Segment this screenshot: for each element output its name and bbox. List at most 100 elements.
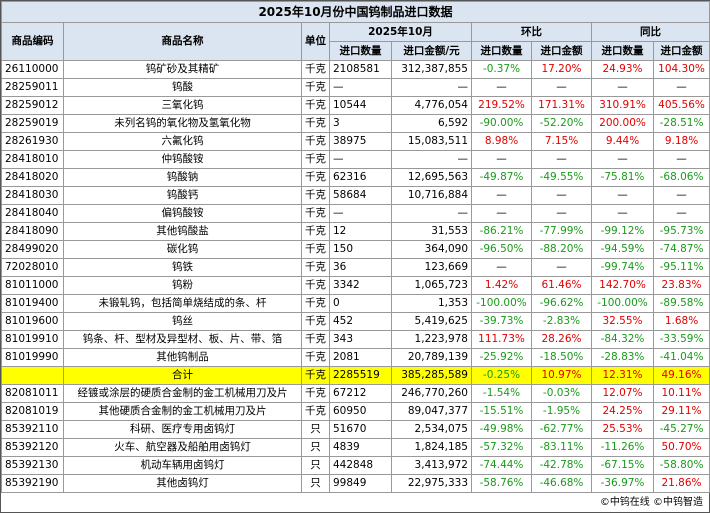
table-cell: 32.55% (591, 312, 654, 331)
table-cell: 200.00% (591, 114, 654, 133)
table-cell: — (391, 150, 472, 169)
table-cell: — (531, 186, 592, 205)
table-cell: -39.73% (471, 312, 532, 331)
table-cell: 10544 (329, 96, 392, 115)
table-cell: 28.26% (531, 330, 592, 349)
table-cell: — (652, 150, 710, 169)
table-cell: 28259011 (1, 78, 64, 97)
table-cell: -28.51% (652, 114, 710, 133)
table-cell: 只 (301, 456, 330, 475)
title-row: 2025年10月份中国钨制品进口数据 (0, 1, 710, 23)
table-cell: -45.27% (652, 420, 710, 439)
table-cell: -99.12% (591, 222, 654, 241)
table-cell: 火车、航空器及船舶用卤钨灯 (63, 438, 302, 457)
table-cell: 千克 (301, 96, 330, 115)
table-row: 85392190 其他卤钨灯只 99849 22,975,333 -58.76% -46.… (1, 474, 710, 493)
table-cell: 千克 (301, 114, 330, 133)
table-cell: 405.56% (652, 96, 710, 115)
table-cell: 60950 (329, 402, 392, 421)
table-cell: 千克 (301, 204, 330, 223)
table-row: 28259011 钨酸 千克 — — — — — — (1, 78, 710, 97)
table-cell: -95.11% (652, 258, 710, 277)
table-cell: 钨铁 (63, 258, 302, 277)
table-cell (1, 366, 64, 385)
table-row: 81019600 钨丝 千克 452 5,419,625 -39.73% -2.83% 32.… (1, 312, 710, 331)
table-cell: 246,770,260 (391, 384, 472, 403)
table-cell: — (471, 150, 532, 169)
table-cell: 12.07% (591, 384, 654, 403)
table-cell: 31,553 (391, 222, 472, 241)
table-cell: 2081 (329, 348, 392, 367)
table-cell: 千克 (301, 348, 330, 367)
table-cell: 机动车辆用卤钨灯 (63, 456, 302, 475)
header-cell: 进口数量 (471, 41, 532, 61)
table-cell: -49.87% (471, 168, 532, 187)
table-cell: -88.20% (531, 240, 592, 259)
table-title: 2025年10月份中国钨制品进口数据 (0, 1, 710, 23)
table-cell: -89.58% (652, 294, 710, 313)
table-cell: -0.37% (471, 60, 532, 79)
table-cell: 只 (301, 474, 330, 493)
table-cell: 仲钨酸铵 (63, 150, 302, 169)
table-cell: 千克 (301, 240, 330, 259)
table-cell: 千克 (301, 294, 330, 313)
table-cell: 12,695,563 (391, 168, 472, 187)
table-cell: 1,065,723 (391, 276, 472, 295)
table-cell: 未列名钨的氧化物及氢氧化物 (63, 114, 302, 133)
table-cell: -58.76% (471, 474, 532, 493)
table-row: 81019400 未锻轧钨，包括简单烧结成的条、杆 千克 0 1,353 -100.00%… (1, 294, 710, 313)
table-cell: 9.44% (591, 132, 654, 151)
table-cell: 85392110 (1, 420, 64, 439)
table-cell: 310.91% (591, 96, 654, 115)
table-cell: 10.97% (531, 366, 592, 385)
table-cell: 343 (329, 330, 392, 349)
table-cell: 85392120 (1, 438, 64, 457)
table-cell: 21.86% (652, 474, 710, 493)
table-cell: 62316 (329, 168, 392, 187)
table-cell: 28499020 (1, 240, 64, 259)
table-cell: 钨条、杆、型材及异型材、板、片、带、箔 (63, 330, 302, 349)
table-cell: 28418040 (1, 204, 64, 223)
header-cell: 商品名称 (63, 22, 302, 61)
table-row: 85392120 火车、航空器及船舶用卤钨灯只 4839 1,824,185 -57.3… (1, 438, 710, 457)
table-cell: 82081019 (1, 402, 64, 421)
table-cell: 10,716,884 (391, 186, 472, 205)
table-row: 26110000 钨矿砂及其精矿 千克 2108581 312,387,855 -0.37… (1, 60, 710, 79)
table-cell: 千克 (301, 258, 330, 277)
table-cell: 千克 (301, 132, 330, 151)
table-cell: — (391, 204, 472, 223)
table-cell: 85392130 (1, 456, 64, 475)
table-row: 28418040 偏钨酸铵 千克 — — — — — — (1, 204, 710, 223)
table-cell: — (391, 78, 472, 97)
header-cell: 单位 (301, 22, 330, 61)
header-row: 进口数量 进口金额/元 进口数量 进口金额 进口数量 进口金额 (2, 41, 710, 61)
table-cell: 其他钨酸盐 (63, 222, 302, 241)
table-cell: 三氧化钨 (63, 96, 302, 115)
table-cell: 123,669 (391, 258, 472, 277)
table-cell: -0.03% (531, 384, 592, 403)
table-cell: -49.55% (531, 168, 592, 187)
table-cell: 67212 (329, 384, 392, 403)
table-cell: 26110000 (1, 60, 64, 79)
table-cell: 3,413,972 (391, 456, 472, 475)
table-cell: 千克 (301, 222, 330, 241)
table-cell: 10.11% (652, 384, 710, 403)
table-cell: 452 (329, 312, 392, 331)
table-cell: 50.70% (652, 438, 710, 457)
table-cell: — (329, 78, 392, 97)
table-cell: -62.77% (531, 420, 592, 439)
table-cell: 219.52% (471, 96, 532, 115)
table-cell: — (471, 186, 532, 205)
table-cell: 千克 (301, 276, 330, 295)
table-cell: -42.78% (531, 456, 592, 475)
table-cell: 25.53% (591, 420, 654, 439)
table-cell: 28418090 (1, 222, 64, 241)
table-cell: 1,824,185 (391, 438, 472, 457)
table-cell: 千克 (301, 78, 330, 97)
table-cell: 4839 (329, 438, 392, 457)
table-cell: 82081011 (1, 384, 64, 403)
table-cell: 23.83% (652, 276, 710, 295)
table-cell: -94.59% (591, 240, 654, 259)
table-cell: — (591, 78, 654, 97)
table-cell: — (531, 150, 592, 169)
